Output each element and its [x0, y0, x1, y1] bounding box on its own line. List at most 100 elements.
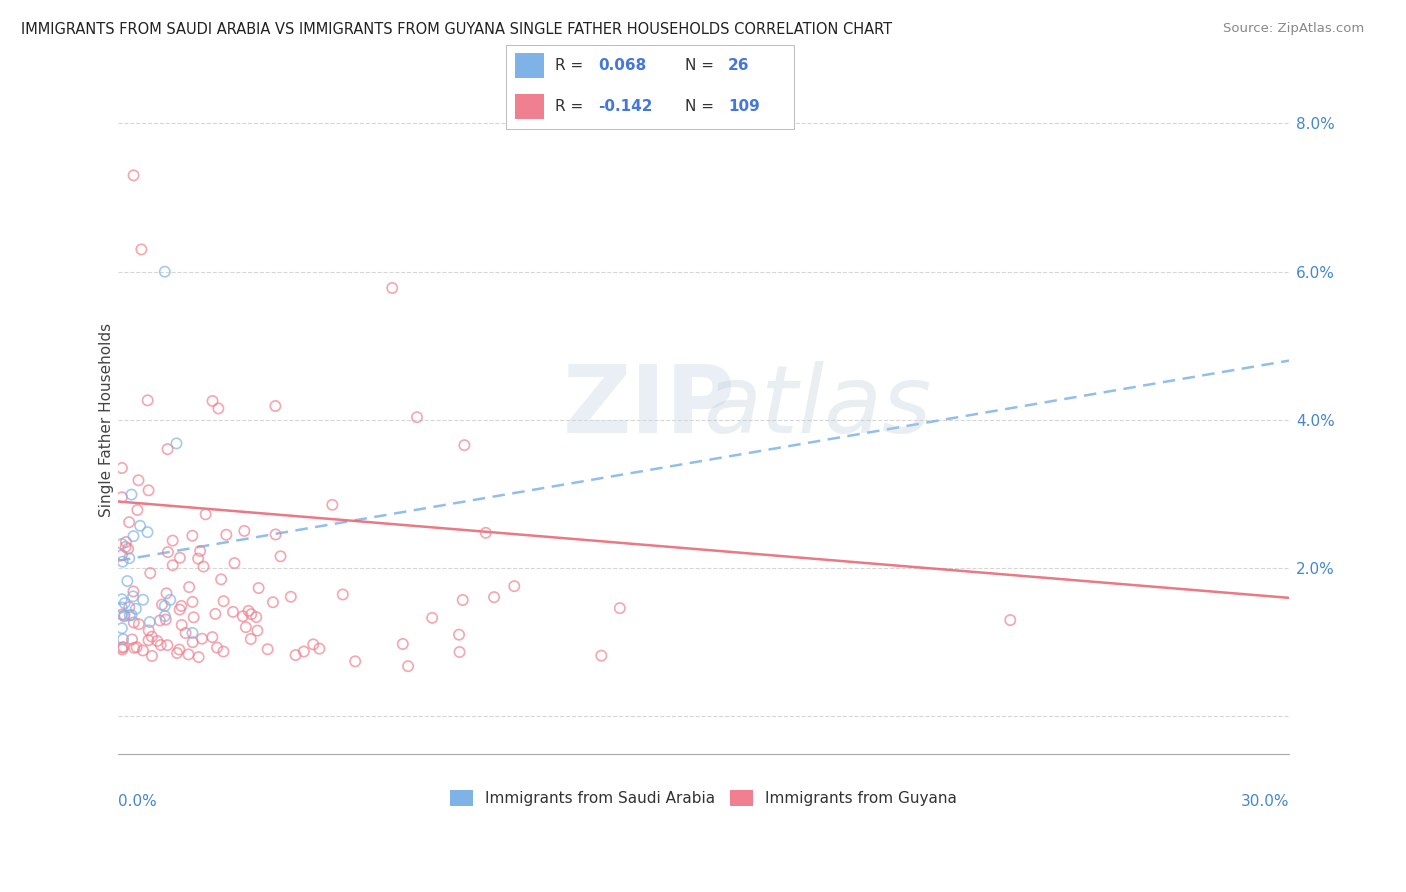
- Point: [118, 608, 141, 623]
- Point: [122, 169, 145, 183]
- Point: [177, 648, 200, 662]
- Point: [153, 599, 176, 613]
- Point: [162, 533, 184, 548]
- Point: [111, 600, 134, 615]
- Text: atlas: atlas: [703, 361, 932, 452]
- Point: [233, 524, 256, 538]
- Point: [112, 632, 135, 647]
- Point: [447, 628, 470, 642]
- Point: [232, 609, 254, 624]
- Point: [215, 527, 238, 541]
- Point: [111, 490, 134, 504]
- Point: [111, 621, 134, 635]
- Point: [174, 626, 197, 640]
- Point: [204, 607, 226, 621]
- Text: ZIP: ZIP: [562, 360, 735, 452]
- Point: [183, 610, 205, 624]
- Point: [129, 518, 152, 533]
- Point: [284, 648, 307, 662]
- Point: [139, 566, 162, 580]
- Point: [122, 615, 145, 630]
- Point: [193, 559, 215, 574]
- Text: Source: ZipAtlas.com: Source: ZipAtlas.com: [1223, 22, 1364, 36]
- Point: [420, 611, 443, 625]
- Point: [166, 646, 188, 660]
- Point: [187, 650, 209, 665]
- Point: [125, 640, 148, 655]
- Point: [321, 498, 343, 512]
- Point: [117, 541, 139, 556]
- Point: [169, 642, 191, 657]
- Point: [181, 635, 204, 649]
- Point: [131, 243, 153, 257]
- Point: [245, 610, 267, 624]
- Point: [118, 551, 141, 566]
- Point: [212, 644, 235, 658]
- Point: [207, 401, 229, 416]
- Point: [222, 605, 245, 619]
- Point: [153, 609, 176, 624]
- Point: [201, 394, 224, 409]
- Point: [141, 630, 163, 644]
- Point: [118, 515, 141, 529]
- Point: [269, 549, 291, 564]
- Point: [125, 602, 148, 616]
- Point: [187, 551, 209, 566]
- Point: [111, 548, 134, 562]
- Point: [117, 574, 139, 588]
- Point: [280, 590, 302, 604]
- Point: [128, 617, 150, 632]
- Point: [240, 607, 263, 622]
- Point: [162, 558, 184, 573]
- Point: [138, 624, 160, 638]
- Point: [122, 590, 145, 604]
- Point: [246, 624, 269, 638]
- Point: [181, 595, 204, 609]
- FancyBboxPatch shape: [515, 54, 544, 78]
- Point: [381, 281, 404, 295]
- Point: [111, 537, 134, 551]
- Point: [122, 584, 145, 599]
- Point: [156, 638, 179, 652]
- Point: [121, 487, 143, 501]
- Point: [156, 545, 179, 559]
- Point: [114, 608, 136, 623]
- Point: [205, 640, 228, 655]
- Point: [396, 659, 419, 673]
- Text: N =: N =: [685, 58, 718, 73]
- Point: [111, 642, 134, 657]
- Point: [114, 540, 136, 554]
- Text: 26: 26: [728, 58, 749, 73]
- Text: 109: 109: [728, 99, 759, 114]
- Point: [256, 642, 278, 657]
- Point: [138, 633, 160, 648]
- Point: [181, 529, 204, 543]
- Point: [224, 556, 246, 570]
- Point: [292, 644, 315, 658]
- Point: [114, 596, 136, 610]
- Point: [391, 637, 413, 651]
- Text: IMMIGRANTS FROM SAUDI ARABIA VS IMMIGRANTS FROM GUYANA SINGLE FATHER HOUSEHOLDS : IMMIGRANTS FROM SAUDI ARABIA VS IMMIGRAN…: [21, 22, 893, 37]
- Text: 0.068: 0.068: [599, 58, 647, 73]
- Point: [1000, 613, 1022, 627]
- Point: [453, 438, 475, 452]
- Point: [475, 525, 498, 540]
- Text: 30.0%: 30.0%: [1240, 794, 1289, 808]
- Point: [482, 590, 505, 604]
- Point: [149, 638, 172, 652]
- Point: [238, 604, 260, 618]
- Point: [170, 599, 193, 613]
- Point: [209, 572, 232, 586]
- Point: [132, 643, 155, 657]
- Y-axis label: Single Father Households: Single Father Households: [100, 323, 114, 517]
- Point: [239, 632, 262, 646]
- Point: [212, 594, 235, 608]
- Point: [247, 581, 270, 595]
- Point: [111, 461, 134, 475]
- Point: [264, 527, 287, 541]
- Point: [609, 601, 631, 615]
- Point: [166, 436, 188, 450]
- Point: [132, 592, 155, 607]
- Point: [308, 641, 330, 656]
- Point: [155, 613, 177, 627]
